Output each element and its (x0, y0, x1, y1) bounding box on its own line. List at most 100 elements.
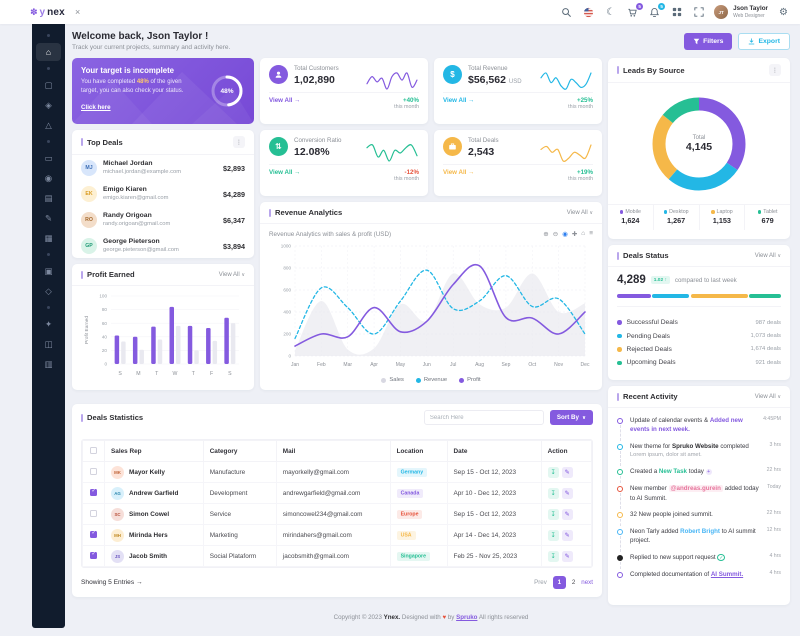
sidebar-item-nested-menu[interactable]: △ (45, 119, 52, 130)
activity-item: Completed documentation of AI Summit. 4 … (617, 570, 781, 587)
conversion-view-all[interactable]: View All → (269, 168, 301, 176)
zoom-in-icon[interactable]: ⊕ (543, 231, 549, 238)
activity-link[interactable]: AI Summit. (710, 571, 744, 579)
settings-gear-icon[interactable]: ⚙ (779, 6, 788, 18)
sidebar-toggle-icon[interactable]: × (74, 7, 81, 17)
sidebar-item-applications[interactable]: ◈ (45, 99, 52, 110)
row-checkbox-5[interactable] (90, 551, 97, 559)
row-checkbox-2[interactable] (90, 488, 97, 496)
download-button[interactable]: ↧ (547, 550, 559, 562)
click-here-link[interactable]: Click here (81, 104, 111, 111)
activity-link[interactable]: Added new events in next week. (630, 417, 743, 434)
col-category[interactable]: Category (202, 440, 277, 462)
sidebar-item-icons[interactable]: ✦ (44, 318, 53, 329)
activity-link[interactable]: New Task (658, 468, 687, 476)
row-checkbox-4[interactable] (90, 530, 97, 538)
revenue-view-all[interactable]: View All ∨ (566, 209, 593, 216)
activity-view-all[interactable]: View All ∨ (754, 393, 781, 400)
pagination-page-1[interactable]: 1 (552, 576, 566, 589)
chart-menu-icon[interactable]: ≡ (589, 230, 593, 237)
revenue-view-all[interactable]: View All → (443, 96, 475, 104)
revenue-analytics-chart: 0 200 400 600 800 1000 Jan Feb Mar Apr May Jun Jul Au… (281, 244, 590, 368)
sidebar-item-users[interactable]: ◉ (44, 172, 53, 183)
deal-row[interactable]: MJ Michael Jordan michael.jordan@example.… (72, 155, 254, 181)
deals-status-compare: compared to last week (674, 276, 737, 284)
user-avatar: JT (714, 5, 729, 19)
activity-item: Replied to new support request ✓ 4 hrs (617, 553, 781, 570)
sidebar-item-editor[interactable]: ✎ (44, 212, 53, 223)
zoom-out-icon[interactable]: ⊖ (552, 231, 559, 238)
col-date[interactable]: Date (446, 440, 542, 462)
edit-button[interactable]: ✎ (561, 550, 573, 562)
edit-button[interactable]: ✎ (561, 466, 573, 478)
sidebar-item-crm[interactable]: ▭ (44, 152, 53, 163)
total-customers-card: Total Customers 1,02,890 View All → +40%… (260, 58, 428, 124)
sidebar-item-documents[interactable]: ▤ (44, 192, 53, 203)
profit-view-all[interactable]: View All ∨ (218, 271, 245, 278)
revenue-analytics-title: Revenue Analytics (269, 208, 342, 217)
row-checkbox-1[interactable] (90, 467, 97, 475)
svg-text:May: May (396, 362, 406, 368)
cart-icon[interactable]: 5 (626, 2, 644, 19)
apps-grid-icon[interactable] (670, 6, 683, 19)
filters-button[interactable]: Filters (684, 32, 733, 50)
pan-icon[interactable]: ✚ (571, 231, 578, 238)
main-content: Welcome back, Json Taylor ! Track your c… (72, 24, 790, 621)
edit-button[interactable]: ✎ (561, 487, 573, 499)
edit-button[interactable]: ✎ (561, 529, 573, 541)
deal-row[interactable]: RO Randy Origoan randy.origoan@gmail.com … (72, 207, 254, 233)
col-location[interactable]: Location (389, 440, 448, 462)
avatar: MH (111, 528, 124, 542)
leads-menu-button[interactable]: ⋮ (769, 64, 781, 76)
download-button[interactable]: ↧ (547, 466, 559, 478)
activity-mention[interactable]: @andreas.gurein (668, 485, 723, 493)
download-button[interactable]: ↧ (547, 508, 559, 520)
search-icon[interactable] (560, 6, 573, 19)
total-deals-card: Total Deals 2,543 View All → +19% this mo… (434, 130, 602, 196)
spruko-link[interactable]: Spruko (456, 614, 478, 621)
language-flag-icon[interactable] (582, 6, 595, 19)
brand-logo[interactable]: ✽ y nex (30, 6, 65, 18)
svg-text:20: 20 (102, 348, 108, 353)
pagination-prev[interactable]: Prev (534, 579, 547, 586)
deals-status-view-all[interactable]: View All ∨ (754, 252, 781, 259)
customers-view-all[interactable]: View All → (269, 96, 301, 104)
deal-row[interactable]: EK Emigo Kiaren emigo.kiaren@gmail.com $4… (72, 181, 254, 207)
selection-zoom-icon[interactable]: ◉ (562, 231, 568, 238)
dark-mode-icon[interactable]: ☾ (606, 6, 616, 18)
sidebar-item-widgets[interactable]: ▣ (44, 265, 53, 276)
sidebar-item-dashboards[interactable]: ⌂ (36, 43, 61, 61)
export-button[interactable]: Export (738, 32, 790, 50)
col-sales-rep[interactable]: Sales Rep (104, 440, 204, 462)
sidebar-item-charts[interactable]: ◫ (44, 338, 53, 349)
sidebar-separator (47, 140, 50, 143)
pagination-next[interactable]: next (581, 579, 593, 586)
sidebar-item-projects[interactable]: ▦ (44, 232, 53, 243)
sidebar-item-utilities[interactable]: ◇ (45, 285, 52, 296)
user-profile-menu[interactable]: JT Json Taylor Web Designer (714, 5, 768, 19)
download-button[interactable]: ↧ (547, 487, 559, 499)
fullscreen-icon[interactable] (692, 6, 705, 19)
activity-link[interactable]: Spruko Website (671, 443, 719, 451)
deals-view-all[interactable]: View All → (443, 168, 475, 176)
sidebar-item-tables[interactable]: ▥ (44, 358, 53, 369)
download-button[interactable]: ↧ (547, 529, 559, 541)
col-mail[interactable]: Mail (275, 440, 391, 462)
col-action: Action (540, 440, 592, 462)
select-all-checkbox[interactable] (90, 446, 97, 454)
notifications-icon[interactable]: 5 (648, 2, 666, 19)
table-search-input[interactable] (423, 410, 544, 425)
sidebar-item-pages[interactable]: ▢ (44, 79, 53, 90)
reset-zoom-icon[interactable]: ⌂ (581, 230, 586, 237)
svg-text:80: 80 (102, 307, 108, 312)
activity-link[interactable]: Robert Bright (680, 528, 720, 536)
deal-row[interactable]: GP George Pieterson george.pieterson@gmai… (72, 233, 254, 258)
deals-statistics-title: Deals Statistics (81, 413, 143, 422)
top-deals-menu-button[interactable]: ⋮ (233, 136, 245, 148)
row-checkbox-3[interactable] (90, 509, 97, 517)
sort-by-button[interactable]: Sort By ∨ (549, 410, 593, 425)
pagination-page-2[interactable]: 2 (571, 579, 576, 586)
heart-icon: ♥ (442, 614, 447, 621)
svg-text:Mar: Mar (343, 362, 352, 368)
edit-button[interactable]: ✎ (561, 508, 573, 520)
